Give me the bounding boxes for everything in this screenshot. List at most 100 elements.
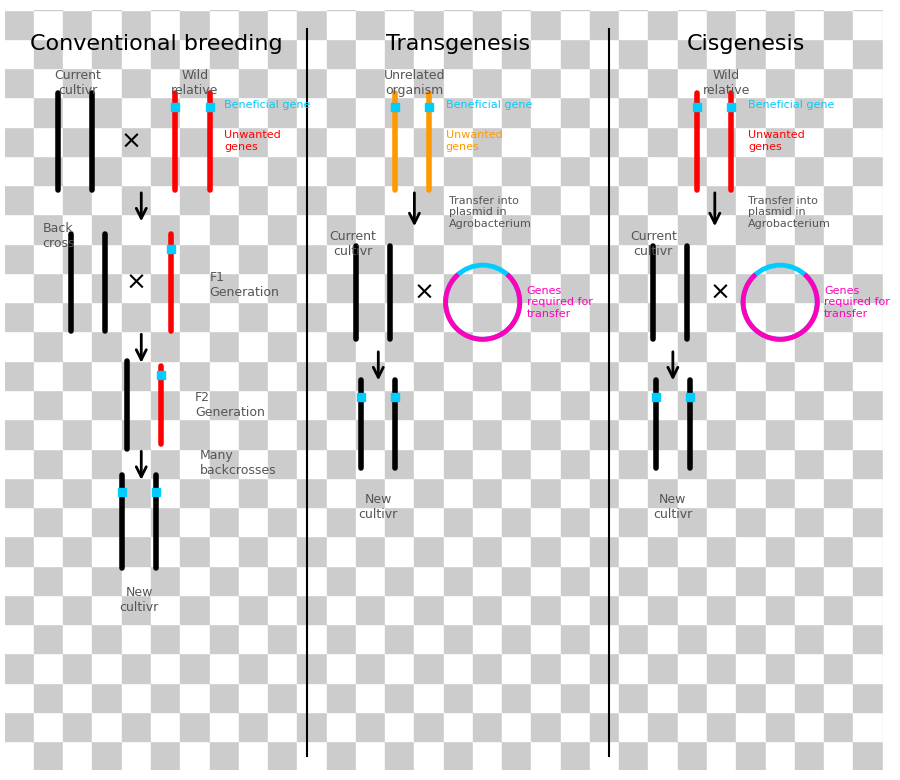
Bar <box>736 302 766 332</box>
Bar <box>502 595 531 624</box>
Bar <box>327 156 356 185</box>
Bar <box>63 420 93 448</box>
Bar <box>151 566 180 595</box>
Bar <box>238 595 268 624</box>
Bar <box>444 215 472 243</box>
Bar <box>180 566 210 595</box>
Bar <box>766 566 795 595</box>
Bar <box>502 156 531 185</box>
Bar <box>4 390 34 420</box>
Text: Current
cultivr: Current cultivr <box>54 69 102 97</box>
Bar <box>180 302 210 332</box>
Bar <box>356 741 385 771</box>
Bar <box>531 712 561 741</box>
Bar <box>356 126 385 156</box>
Bar <box>766 126 795 156</box>
Bar <box>502 566 531 595</box>
Bar <box>707 595 736 624</box>
Bar <box>795 420 824 448</box>
Bar <box>122 741 151 771</box>
Bar <box>297 302 327 332</box>
Bar <box>766 712 795 741</box>
Bar <box>561 537 590 566</box>
Bar <box>795 126 824 156</box>
Bar <box>63 243 93 273</box>
Bar <box>297 654 327 682</box>
Bar <box>327 273 356 302</box>
Bar <box>297 68 327 98</box>
Bar <box>4 624 34 654</box>
Bar <box>327 507 356 537</box>
Bar <box>238 98 268 126</box>
Bar <box>853 243 883 273</box>
Bar <box>327 654 356 682</box>
Bar <box>385 273 414 302</box>
Bar <box>4 448 34 478</box>
Bar <box>824 390 853 420</box>
Bar <box>63 126 93 156</box>
Bar <box>766 507 795 537</box>
Bar <box>210 126 239 156</box>
Bar <box>268 126 297 156</box>
Bar <box>385 682 414 712</box>
Bar <box>444 712 472 741</box>
Bar <box>561 39 590 68</box>
Bar <box>853 156 883 185</box>
Bar <box>238 0 268 9</box>
Bar <box>883 537 900 566</box>
Bar <box>385 507 414 537</box>
Bar <box>151 332 180 360</box>
Bar <box>385 68 414 98</box>
Text: Current
cultivr: Current cultivr <box>329 229 376 257</box>
Bar <box>385 654 414 682</box>
Bar <box>678 273 707 302</box>
Bar <box>619 420 649 448</box>
Bar <box>590 390 619 420</box>
Bar <box>883 478 900 507</box>
Bar <box>238 682 268 712</box>
Bar <box>502 273 531 302</box>
Bar <box>63 566 93 595</box>
Bar <box>356 273 385 302</box>
Bar <box>707 654 736 682</box>
Bar <box>678 448 707 478</box>
Bar <box>472 273 502 302</box>
Bar <box>93 68 122 98</box>
Bar <box>93 39 122 68</box>
Bar <box>795 595 824 624</box>
Bar <box>472 448 502 478</box>
Bar <box>472 654 502 682</box>
Bar <box>883 156 900 185</box>
Bar <box>766 595 795 624</box>
Bar <box>561 98 590 126</box>
Bar <box>122 273 151 302</box>
Bar <box>414 243 444 273</box>
Bar <box>414 595 444 624</box>
Bar <box>93 390 122 420</box>
Bar <box>531 68 561 98</box>
Bar <box>707 624 736 654</box>
Bar <box>414 537 444 566</box>
Bar <box>93 185 122 214</box>
Bar <box>34 126 63 156</box>
Bar <box>122 566 151 595</box>
Bar <box>414 302 444 332</box>
Bar <box>93 126 122 156</box>
Bar <box>502 478 531 507</box>
Bar <box>824 420 853 448</box>
Bar <box>34 68 63 98</box>
Bar <box>268 185 297 214</box>
Bar <box>736 566 766 595</box>
Bar <box>297 537 327 566</box>
Bar <box>63 39 93 68</box>
Bar <box>795 507 824 537</box>
Bar <box>531 537 561 566</box>
Bar <box>34 624 63 654</box>
Bar <box>736 712 766 741</box>
Bar <box>385 9 414 39</box>
Bar <box>561 448 590 478</box>
Bar <box>297 332 327 360</box>
Bar <box>444 0 472 9</box>
Bar <box>414 273 444 302</box>
Bar <box>151 537 180 566</box>
